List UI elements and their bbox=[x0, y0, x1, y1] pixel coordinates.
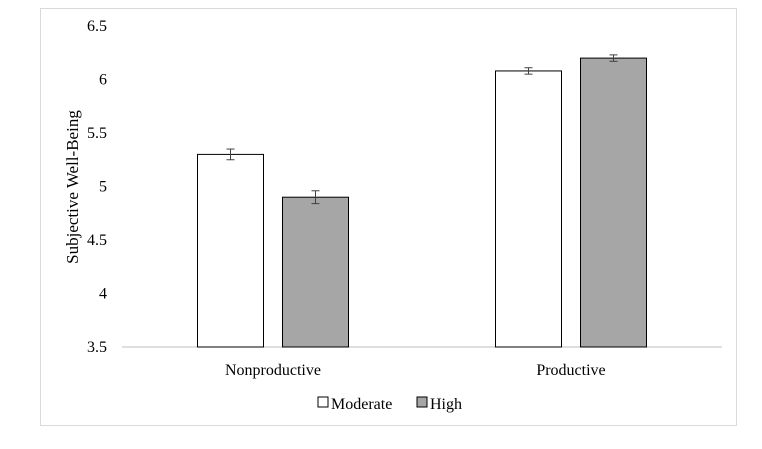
y-tick-labels: 3.5 4 4.5 5 5.5 6 6.5 bbox=[87, 18, 107, 356]
category-labels: Nonproductive Productive bbox=[225, 362, 606, 379]
error-bars bbox=[226, 54, 618, 205]
x-category-label: Nonproductive bbox=[225, 362, 321, 379]
x-category-label: Productive bbox=[536, 362, 605, 379]
legend-swatch-moderate bbox=[317, 396, 329, 408]
bars bbox=[197, 57, 647, 348]
bar-moderate-productive bbox=[495, 70, 562, 348]
bar-moderate-nonproductive bbox=[197, 153, 264, 348]
legend-swatch-high bbox=[416, 396, 428, 408]
legend-label-moderate: Moderate bbox=[331, 396, 392, 413]
bar-high-nonproductive bbox=[282, 196, 349, 348]
y-tick-label: 6 bbox=[99, 72, 107, 89]
y-tick-label: 3.5 bbox=[87, 339, 107, 356]
legend: Moderate High bbox=[317, 396, 462, 413]
bar-high-productive bbox=[580, 57, 647, 348]
legend-label-high: High bbox=[430, 396, 462, 413]
y-tick-label: 5.5 bbox=[87, 125, 107, 142]
y-tick-label: 6.5 bbox=[87, 18, 107, 35]
y-tick-label: 4.5 bbox=[87, 232, 107, 249]
y-tick-label: 4 bbox=[99, 286, 107, 303]
y-tick-label: 5 bbox=[99, 179, 107, 196]
y-axis-label: Subjective Well-Being bbox=[63, 110, 82, 264]
